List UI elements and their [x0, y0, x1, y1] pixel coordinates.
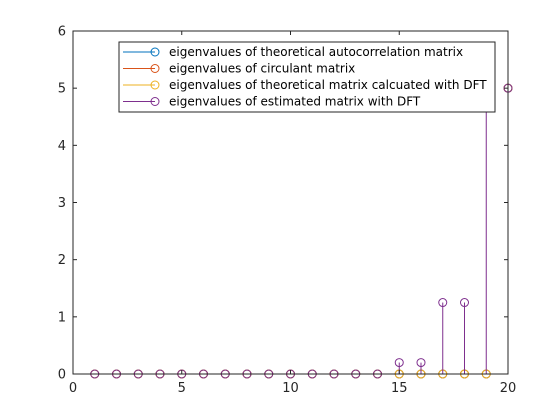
y-tick-label: 5 — [58, 82, 66, 97]
y-tick-label: 2 — [58, 253, 66, 268]
y-tick-label: 1 — [58, 310, 66, 325]
y-tick-label: 3 — [58, 196, 66, 211]
x-tick-label: 5 — [178, 381, 186, 396]
x-tick-label: 0 — [69, 381, 77, 396]
legend: eigenvalues of theoretical autocorrelati… — [119, 42, 495, 112]
legend-label: eigenvalues of theoretical matrix calcua… — [169, 78, 487, 92]
legend-item: eigenvalues of theoretical matrix calcua… — [123, 78, 487, 92]
legend-label: eigenvalues of theoretical autocorrelati… — [169, 45, 463, 59]
x-tick-label: 20 — [500, 381, 517, 396]
legend-label: eigenvalues of circulant matrix — [169, 62, 355, 76]
x-tick-label: 15 — [391, 381, 408, 396]
legend-label: eigenvalues of estimated matrix with DFT — [169, 95, 421, 109]
x-tick-label: 10 — [282, 381, 299, 396]
y-tick-label: 4 — [58, 139, 66, 154]
legend-item: eigenvalues of theoretical autocorrelati… — [123, 45, 463, 59]
y-tick-label: 6 — [58, 25, 66, 40]
y-tick-label: 0 — [58, 368, 66, 383]
